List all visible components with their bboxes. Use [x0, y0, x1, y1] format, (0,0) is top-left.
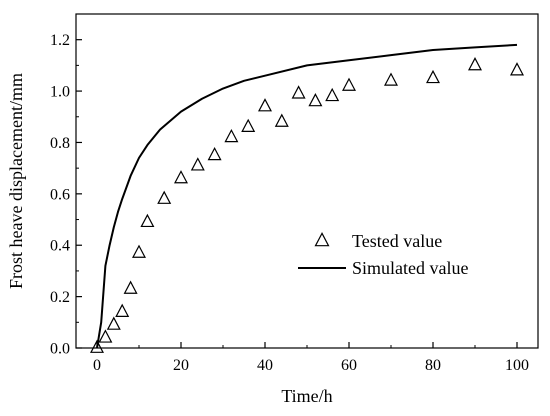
y-tick-label: 0.2 [50, 289, 70, 306]
y-axis-label: Frost heave displacement/mm [6, 73, 26, 289]
tested-value-point [123, 280, 138, 294]
axis-ticks: 0 20 40 60 80 100 0.0 0.2 0.4 0.6 0.8 1.0 1.2 [50, 13, 529, 374]
x-tick-label: 80 [425, 357, 441, 374]
tested-value-point [207, 146, 222, 161]
plot-frame [75, 13, 539, 349]
tested-value-point [90, 339, 104, 353]
y-tick-label: 1.0 [50, 84, 70, 101]
legend-triangle-marker [314, 232, 330, 247]
legend-label-simulated: Simulated value [352, 258, 468, 278]
tested-value-point [174, 170, 188, 184]
tested-value-point [190, 157, 205, 171]
legend-label-tested: Tested value [352, 231, 442, 251]
tested-value-point [140, 213, 155, 228]
legend: Tested value Simulated value [298, 231, 468, 278]
x-axis-label: Time/h [281, 386, 332, 406]
x-tick-label: 0 [93, 357, 101, 374]
tested-value-point [115, 303, 130, 317]
tested-value-point [274, 113, 289, 127]
tested-value-point [384, 72, 398, 86]
x-tick-label: 100 [505, 357, 529, 374]
y-tick-label: 0.6 [50, 186, 70, 203]
x-tick-label: 40 [257, 357, 273, 374]
tested-value-point [510, 62, 524, 76]
y-tick-label: 0.0 [50, 341, 70, 358]
tested-value-point [106, 316, 121, 330]
tested-value-point [241, 118, 256, 132]
simulated-value-line [96, 43, 518, 349]
tested-value-point [291, 85, 306, 99]
y-tick-label: 1.2 [50, 32, 70, 49]
x-tick-label: 20 [173, 357, 189, 374]
tested-value-point [325, 87, 340, 102]
y-tick-label: 0.4 [50, 238, 70, 255]
tested-value-point [157, 190, 172, 204]
tested-value-point [132, 244, 146, 258]
tested-value-point [342, 77, 356, 91]
tested-value-point [468, 57, 482, 71]
x-tick-label: 60 [341, 357, 357, 374]
tested-value-point [258, 98, 272, 112]
series-layer [90, 43, 524, 353]
tested-value-point [426, 69, 440, 84]
tested-value-point [308, 92, 323, 107]
tested-value-point [98, 329, 113, 343]
y-tick-label: 0.8 [50, 135, 70, 152]
tested-value-point [224, 128, 239, 143]
